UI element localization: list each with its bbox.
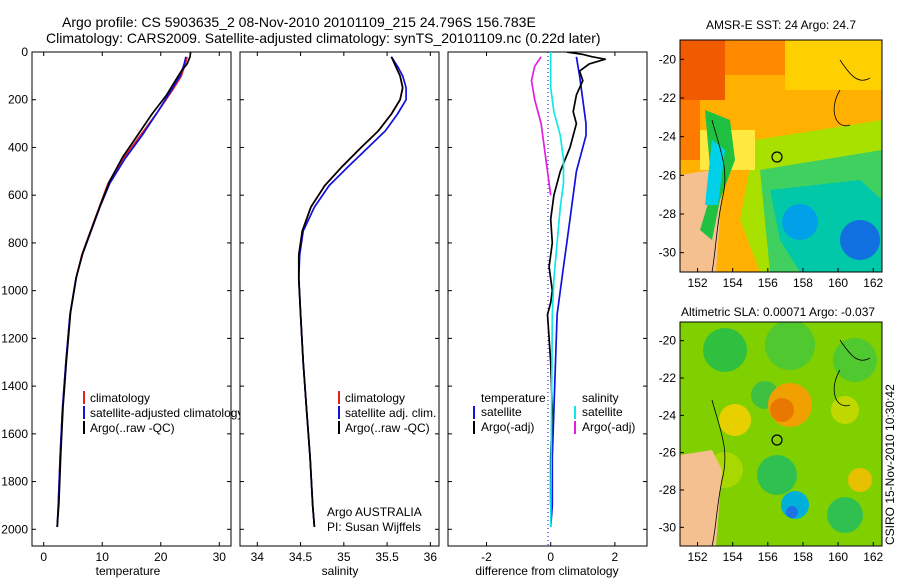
m1-xtick-label: 154 bbox=[723, 276, 743, 290]
m1-ytick-label: -26 bbox=[659, 168, 677, 182]
salinity-legend-climatology: climatology bbox=[345, 391, 405, 405]
p2-xtick-label: 34 bbox=[251, 550, 265, 564]
m2-ytick-label: -26 bbox=[659, 446, 677, 460]
p2-xtick-label: 35.5 bbox=[375, 550, 399, 564]
difference-legend-temp-satellite: satellite bbox=[481, 405, 522, 419]
temperature-legend: climatology satellite-adjusted climatolo… bbox=[83, 391, 243, 435]
salinity-annotation-line1: Argo AUSTRALIA bbox=[327, 505, 422, 519]
salinity-axes-frame bbox=[239, 51, 440, 547]
temperature-axes-frame bbox=[31, 51, 232, 547]
sst-map-field bbox=[680, 40, 882, 272]
p2-xtick-label: 35 bbox=[337, 550, 351, 564]
m1-xtick-label: 160 bbox=[828, 276, 848, 290]
m1-ytick-label: -22 bbox=[659, 91, 677, 105]
m2-xtick-label: 156 bbox=[758, 550, 778, 564]
p1-xtick-label: 30 bbox=[213, 550, 227, 564]
m1-xtick-label: 162 bbox=[863, 276, 883, 290]
salinity-legend: climatology satellite adj. clim. Argo(..… bbox=[338, 391, 436, 435]
m1-ytick-label: -20 bbox=[659, 52, 677, 66]
temperature-legend-satellite: satellite-adjusted climatology bbox=[90, 406, 243, 420]
sla-map-panel: Altimetric SLA: 0.00071 Argo: -0.037 152 bbox=[659, 305, 884, 564]
depth-tick-label: 1400 bbox=[1, 379, 28, 393]
p3-series-black bbox=[546, 52, 607, 506]
m1-xtick-label: 152 bbox=[688, 276, 708, 290]
difference-axes-frame bbox=[447, 51, 648, 547]
depth-tick-label: 1600 bbox=[1, 427, 28, 441]
sst-map-frame bbox=[679, 39, 883, 273]
m2-xtick-label: 160 bbox=[828, 550, 848, 564]
p1-xtick-label: 10 bbox=[96, 550, 110, 564]
p3-xtick-label: 0 bbox=[547, 550, 554, 564]
p1-series-black bbox=[56, 52, 192, 527]
m2-xtick-label: 154 bbox=[723, 550, 743, 564]
sla-float-marker bbox=[771, 434, 783, 446]
difference-legend-temp-argo: Argo(-adj) bbox=[481, 420, 534, 434]
salinity-annotation-line2: PI: Susan Wijffels bbox=[327, 520, 421, 534]
m2-ytick-label: -30 bbox=[659, 520, 677, 534]
depth-tick-label: 1800 bbox=[1, 475, 28, 489]
sst-float-marker bbox=[771, 151, 783, 163]
sla-map-frame bbox=[679, 321, 883, 547]
m1-xtick-label: 156 bbox=[758, 276, 778, 290]
p1-xtick-label: 0 bbox=[40, 550, 47, 564]
difference-legend-sal-argo: Argo(-adj) bbox=[582, 420, 635, 434]
m2-ytick-label: -20 bbox=[659, 334, 677, 348]
sst-map-title: AMSR-E SST: 24 Argo: 24.7 bbox=[706, 18, 856, 32]
m2-ytick-label: -28 bbox=[659, 483, 677, 497]
header-title-line2: Climatology: CARS2009. Satellite-adjuste… bbox=[46, 30, 601, 46]
depth-tick-label: 0 bbox=[21, 45, 28, 59]
temperature-legend-climatology: climatology bbox=[90, 391, 150, 405]
p1-xtick-label: 20 bbox=[154, 550, 168, 564]
temperature-xlabel: temperature bbox=[96, 564, 161, 578]
m2-xtick-label: 162 bbox=[863, 550, 883, 564]
m2-ytick-label: -24 bbox=[659, 408, 677, 422]
salinity-legend-satellite: satellite adj. clim. bbox=[345, 406, 436, 420]
p2-xtick-label: 36 bbox=[424, 550, 438, 564]
difference-legend-sal-satellite: satellite bbox=[582, 405, 623, 419]
difference-legend: temperature salinity satellite Argo(-adj… bbox=[473, 391, 635, 434]
depth-tick-label: 1200 bbox=[1, 331, 28, 345]
difference-panel: -2 0 2 difference from climatology tempera… bbox=[447, 51, 648, 578]
p3-series-magenta bbox=[530, 56, 552, 196]
p2-series-black bbox=[297, 56, 404, 527]
temperature-legend-argo: Argo(..raw -QC) bbox=[90, 421, 175, 435]
depth-tick-label: 200 bbox=[8, 93, 28, 107]
temperature-panel: 0 10 20 30 0 200 400 600 800 1000 1200 1400 1600 1800… bbox=[1, 45, 243, 578]
sla-map-field bbox=[680, 322, 882, 546]
m2-xtick-label: 152 bbox=[688, 550, 708, 564]
p3-xtick-label: -2 bbox=[481, 550, 492, 564]
sla-map-title: Altimetric SLA: 0.00071 Argo: -0.037 bbox=[681, 305, 875, 319]
depth-tick-label: 600 bbox=[8, 188, 28, 202]
m1-ytick-label: -28 bbox=[659, 207, 677, 221]
salinity-legend-argo: Argo(..raw -QC) bbox=[345, 421, 430, 435]
sst-map-panel: AMSR-E SST: 24 Argo: 24.7 152 154 156 158 16… bbox=[659, 18, 884, 290]
m1-ytick-label: -24 bbox=[659, 130, 677, 144]
difference-xlabel: difference from climatology bbox=[475, 564, 618, 578]
difference-legend-header-temperature: temperature bbox=[481, 391, 546, 405]
depth-tick-label: 800 bbox=[8, 236, 28, 250]
header-title-line1: Argo profile: CS 5903635_2 08-Nov-2010 2… bbox=[62, 14, 536, 30]
m2-xtick-label: 158 bbox=[793, 550, 813, 564]
m2-ytick-label: -22 bbox=[659, 371, 677, 385]
difference-legend-header-salinity: salinity bbox=[582, 391, 619, 405]
p3-xtick-label: 2 bbox=[612, 550, 619, 564]
depth-tick-label: 2000 bbox=[1, 522, 28, 536]
p3-series-blue bbox=[549, 56, 587, 527]
m1-xtick-label: 158 bbox=[793, 276, 813, 290]
salinity-panel: 34 34.5 35 35.5 36 salinity climatology sate… bbox=[239, 51, 440, 578]
depth-tick-label: 1000 bbox=[1, 284, 28, 298]
p2-xtick-label: 34.5 bbox=[289, 550, 313, 564]
m1-ytick-label: -30 bbox=[659, 246, 677, 260]
p3-series-cyan bbox=[549, 52, 565, 527]
depth-tick-label: 400 bbox=[8, 140, 28, 154]
salinity-xlabel: salinity bbox=[322, 564, 359, 578]
side-timestamp-label: CSIRO 15-Nov-2010 10:30:42 bbox=[883, 384, 897, 545]
